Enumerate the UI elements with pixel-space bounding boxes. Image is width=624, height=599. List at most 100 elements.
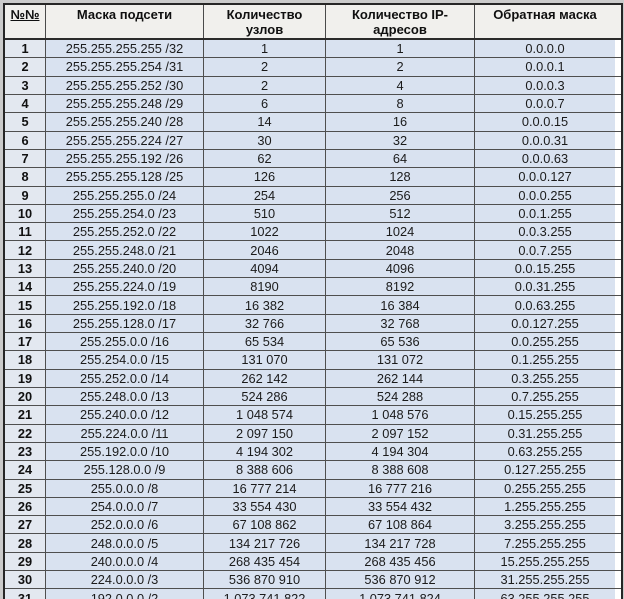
table-row: 12 255.255.248.0 /21 2046 2048 0.0.7.255: [5, 241, 621, 260]
subnet-mask-cell: 255.255.224.0 /19: [46, 278, 204, 296]
header-ip-count: Количество IP- адресов: [326, 5, 475, 38]
hosts-count-cell: 126: [204, 168, 326, 186]
subnet-mask-cell: 240.0.0.0 /4: [46, 552, 204, 571]
subnet-mask-cell: 255.255.255.255 /32: [46, 40, 204, 58]
row-number-cell: 11: [5, 223, 46, 241]
wildcard-mask-cell: 3.255.255.255: [475, 516, 615, 534]
table-row: 24 255.128.0.0 /9 8 388 606 8 388 608 0.…: [5, 461, 621, 480]
ip-count-cell: 67 108 864: [326, 516, 475, 534]
wildcard-mask-cell: 63.255.255.255: [475, 589, 615, 599]
wildcard-mask-cell: 0.0.7.255: [475, 241, 615, 259]
ip-count-cell: 268 435 456: [326, 552, 475, 571]
row-number-cell: 31: [5, 589, 46, 599]
hosts-count-cell: 8190: [204, 278, 326, 296]
table-row: 3 255.255.255.252 /30 2 4 0.0.0.3: [5, 76, 621, 95]
table-row: 5 255.255.255.240 /28 14 16 0.0.0.15: [5, 113, 621, 132]
table-header-row: №№ Маска подсети Количество узлов Количе…: [5, 5, 621, 40]
wildcard-mask-cell: 0.0.3.255: [475, 223, 615, 241]
table-row: 10 255.255.254.0 /23 510 512 0.0.1.255: [5, 204, 621, 224]
table-row: 1 255.255.255.255 /32 1 1 0.0.0.0: [5, 40, 621, 59]
table-row: 22 255.224.0.0 /11 2 097 150 2 097 152 0…: [5, 424, 621, 443]
subnet-mask-cell: 255.0.0.0 /8: [46, 479, 204, 497]
row-number-cell: 12: [5, 241, 46, 259]
subnet-mask-cell: 255.255.255.252 /30: [46, 76, 204, 94]
subnet-mask-cell: 255.254.0.0 /15: [46, 351, 204, 369]
table-row: 20 255.248.0.0 /13 524 286 524 288 0.7.2…: [5, 387, 621, 407]
subnet-mask-cell: 255.255.0.0 /16: [46, 333, 204, 351]
row-number-cell: 27: [5, 516, 46, 534]
wildcard-mask-cell: 0.0.0.31: [475, 131, 615, 149]
hosts-count-cell: 536 870 910: [204, 571, 326, 589]
table-row: 7 255.255.255.192 /26 62 64 0.0.0.63: [5, 149, 621, 169]
wildcard-mask-cell: 0.0.0.7: [475, 94, 615, 113]
wildcard-mask-cell: 0.0.0.127: [475, 168, 615, 186]
row-number-cell: 28: [5, 534, 46, 552]
ip-count-cell: 2 097 152: [326, 424, 475, 442]
wildcard-mask-cell: 0.0.63.255: [475, 296, 615, 314]
row-number-cell: 7: [5, 149, 46, 168]
hosts-count-cell: 8 388 606: [204, 461, 326, 479]
ip-count-cell: 131 072: [326, 351, 475, 369]
table-row: 8 255.255.255.128 /25 126 128 0.0.0.127: [5, 168, 621, 187]
ip-count-cell: 16 384: [326, 296, 475, 314]
table-row: 29 240.0.0.0 /4 268 435 454 268 435 456 …: [5, 552, 621, 572]
ip-count-cell: 134 217 728: [326, 534, 475, 552]
hosts-count-cell: 33 554 430: [204, 497, 326, 516]
wildcard-mask-cell: 0.127.255.255: [475, 461, 615, 479]
wildcard-mask-cell: 0.0.0.0: [475, 40, 615, 58]
hosts-count-cell: 16 382: [204, 296, 326, 314]
wildcard-mask-cell: 0.0.0.3: [475, 76, 615, 94]
ip-count-cell: 1: [326, 40, 475, 58]
ip-count-cell: 16: [326, 113, 475, 131]
row-number-cell: 4: [5, 94, 46, 113]
hosts-count-cell: 268 435 454: [204, 552, 326, 571]
subnet-mask-cell: 255.255.252.0 /22: [46, 223, 204, 241]
table-row: 4 255.255.255.248 /29 6 8 0.0.0.7: [5, 94, 621, 114]
wildcard-mask-cell: 7.255.255.255: [475, 534, 615, 552]
row-number-cell: 9: [5, 186, 46, 204]
ip-count-cell: 4: [326, 76, 475, 94]
hosts-count-cell: 2: [204, 76, 326, 94]
hosts-count-cell: 62: [204, 149, 326, 168]
table-row: 23 255.192.0.0 /10 4 194 302 4 194 304 0…: [5, 442, 621, 462]
table-row: 25 255.0.0.0 /8 16 777 214 16 777 216 0.…: [5, 479, 621, 498]
ip-count-cell: 2: [326, 58, 475, 76]
row-number-cell: 5: [5, 113, 46, 131]
row-number-cell: 6: [5, 131, 46, 149]
wildcard-mask-cell: 0.31.255.255: [475, 424, 615, 442]
ip-count-cell: 4096: [326, 259, 475, 278]
ip-count-cell: 8192: [326, 278, 475, 296]
row-number-cell: 17: [5, 333, 46, 351]
table-row: 26 254.0.0.0 /7 33 554 430 33 554 432 1.…: [5, 497, 621, 517]
ip-count-cell: 32: [326, 131, 475, 149]
table-row: 15 255.255.192.0 /18 16 382 16 384 0.0.6…: [5, 296, 621, 315]
row-number-cell: 15: [5, 296, 46, 314]
ip-count-cell: 1 048 576: [326, 406, 475, 424]
ip-count-cell: 65 536: [326, 333, 475, 351]
hosts-count-cell: 16 777 214: [204, 479, 326, 497]
subnet-mask-cell: 192.0.0.0 /2: [46, 589, 204, 599]
row-number-cell: 18: [5, 351, 46, 369]
wildcard-mask-cell: 0.0.0.255: [475, 186, 615, 204]
hosts-count-cell: 6: [204, 94, 326, 113]
hosts-count-cell: 4 194 302: [204, 442, 326, 461]
wildcard-mask-cell: 0.0.0.15: [475, 113, 615, 131]
ip-count-cell: 128: [326, 168, 475, 186]
row-number-cell: 13: [5, 259, 46, 278]
hosts-count-cell: 2: [204, 58, 326, 76]
hosts-count-cell: 14: [204, 113, 326, 131]
wildcard-mask-cell: 0.15.255.255: [475, 406, 615, 424]
row-number-cell: 10: [5, 204, 46, 223]
row-number-cell: 21: [5, 406, 46, 424]
wildcard-mask-cell: 31.255.255.255: [475, 571, 615, 589]
ip-count-cell: 4 194 304: [326, 442, 475, 461]
row-number-cell: 25: [5, 479, 46, 497]
table-body: 1 255.255.255.255 /32 1 1 0.0.0.0 2 255.…: [5, 40, 621, 599]
header-subnet-mask: Маска подсети: [46, 5, 204, 38]
subnet-mask-cell: 255.255.255.240 /28: [46, 113, 204, 131]
subnet-mask-cell: 255.255.254.0 /23: [46, 204, 204, 223]
wildcard-mask-cell: 0.0.15.255: [475, 259, 615, 278]
wildcard-mask-cell: 0.255.255.255: [475, 479, 615, 497]
hosts-count-cell: 32 766: [204, 314, 326, 332]
table-row: 28 248.0.0.0 /5 134 217 726 134 217 728 …: [5, 534, 621, 553]
